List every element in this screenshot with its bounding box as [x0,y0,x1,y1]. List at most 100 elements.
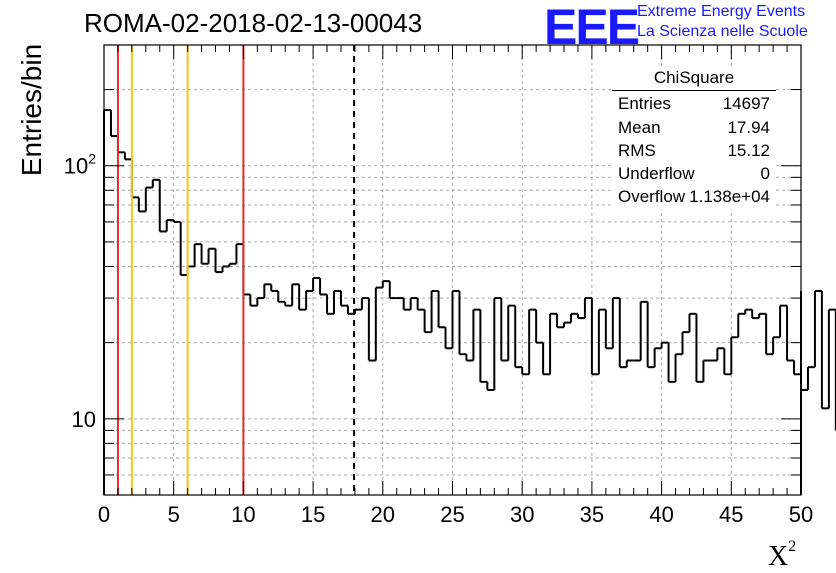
x-tick-label: 15 [301,502,325,527]
histogram-bin [111,110,118,136]
histogram-bin [627,360,634,367]
histogram-bin [139,197,146,211]
y-axis-label: Entries/bin [16,44,48,176]
histogram-bin [446,327,453,348]
marker-lines [118,45,354,495]
histogram-bin [306,291,313,310]
logo-line-2: La Scienza nelle Scuole [637,23,808,41]
y-tick-label-base: 10 [72,407,96,432]
histogram-bin [752,310,759,318]
histogram-bin [327,294,334,313]
histogram-bin [369,298,376,360]
stats-row: Underflow 0 [612,162,776,185]
histogram-bin [508,306,515,361]
histogram-bin [362,298,369,310]
x-axis-label-sup: 2 [788,538,796,555]
y-tick-label: 102 [64,151,96,179]
stats-value: 0 [761,162,770,185]
histogram-bin [153,180,160,188]
histogram-bin [243,244,250,294]
histogram-bin [411,298,418,310]
histogram-bin [724,348,731,374]
histogram-bin [501,298,508,360]
histogram-bin [494,298,501,390]
histogram-bin [425,310,432,333]
stats-value: 15.12 [727,139,770,162]
stats-label: RMS [618,139,656,162]
stats-row: RMS 15.12 [612,139,776,162]
histogram-bin [592,298,599,374]
x-axis-label-base: X [768,541,788,572]
histogram-bin [390,281,397,298]
histogram-bin [578,314,585,318]
x-tick-label: 25 [440,502,464,527]
x-tick-label: 30 [510,502,534,527]
histogram-bin [689,314,696,332]
x-tick-label: 10 [231,502,255,527]
histogram-bin [641,302,648,361]
histogram-bin [459,291,466,354]
y-tick-label-sup: 2 [88,151,96,167]
histogram-bin [557,314,564,327]
histogram-bin [794,360,801,374]
histogram-bin [766,314,773,354]
stats-label: Underflow [618,162,695,185]
histogram-bin [480,310,487,382]
histogram-bin [285,302,292,306]
y-tick-label: 10 [72,407,96,432]
histogram-bin [195,244,202,266]
stats-label: Mean [618,116,661,139]
histogram-bin [216,249,223,272]
x-tick-label: 20 [371,502,395,527]
histogram-bin [202,244,209,264]
stats-value: 1.138e+04 [689,185,770,208]
logo-line-1: Extreme Energy Events [637,3,805,21]
histogram-bin [662,343,669,349]
histogram-bin [439,291,446,327]
x-tick-label: 35 [580,502,604,527]
histogram-bin [599,310,606,375]
histogram-bin [383,281,390,287]
histogram-bin [683,332,690,354]
histogram-bin [278,291,285,302]
x-tick-label: 50 [789,502,813,527]
x-axis-label: X2 [768,538,796,573]
histogram-bin [104,110,111,495]
histogram-bin [404,298,411,310]
histogram-bin [236,244,243,264]
x-tick-label: 0 [98,502,110,527]
histogram-bin [355,310,362,314]
histogram-bin [613,298,620,348]
histogram-bin [808,367,815,390]
y-tick-label-base: 10 [64,154,88,179]
histogram-bin [780,306,787,338]
x-tick-label: 5 [168,502,180,527]
histogram-bin [125,152,132,159]
histogram-bin [669,343,676,382]
histogram-bin [745,310,752,314]
histogram-bin [829,310,836,409]
histogram-bin [466,354,473,360]
stats-value: 14697 [723,92,770,115]
histogram-bin [473,310,480,361]
histogram-bin [188,266,195,275]
histogram-bin [209,249,216,264]
histogram-bin [815,291,822,367]
histogram-bin [529,310,536,375]
histogram-bin [522,367,529,374]
histogram-bin [787,306,794,361]
histogram-bin [550,314,557,374]
histogram-bin [676,354,683,382]
histogram-bin [696,314,703,382]
histogram-bin [717,348,724,360]
stats-header: ChiSquare [612,66,776,91]
histogram-bin [418,298,425,310]
histogram-bin [738,314,745,337]
stats-label: Overflow [618,185,685,208]
histogram-bin [543,343,550,375]
histogram-bin [432,291,439,332]
histogram-bin [292,284,299,305]
